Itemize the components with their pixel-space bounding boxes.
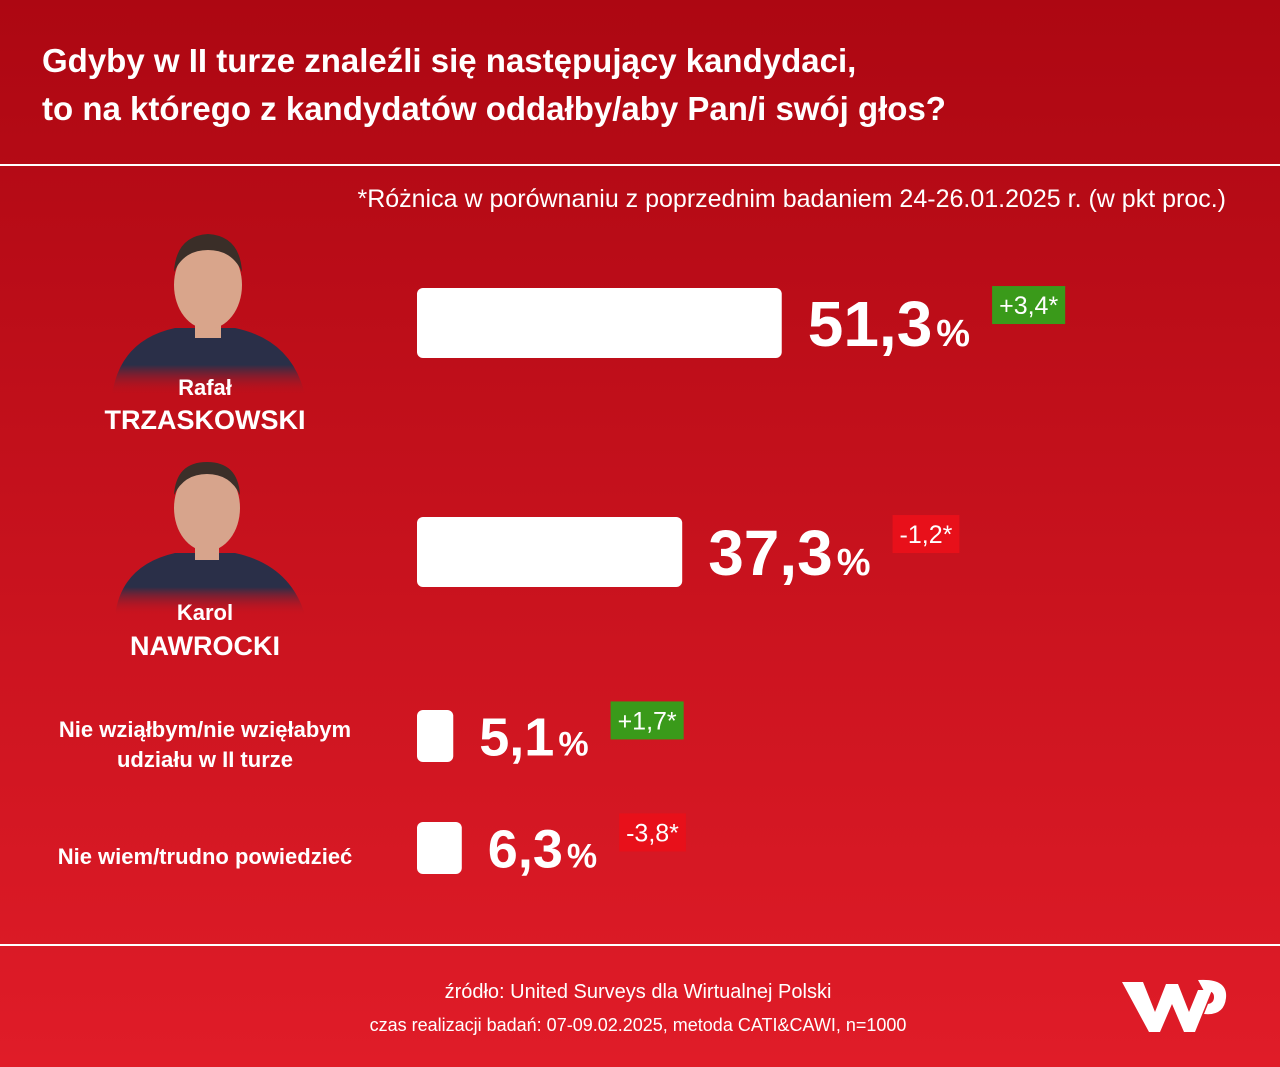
change-badge <box>892 515 960 554</box>
category-label: udziału w II turze <box>117 747 293 772</box>
title-line: to na którego z kandydatów oddałby/aby P… <box>42 90 946 127</box>
unit-label: % <box>558 725 588 763</box>
unit-label: % <box>936 313 970 355</box>
value-label: 5,1 <box>479 707 554 767</box>
source: źródło: United Surveys dla Wirtualnej Po… <box>445 981 832 1003</box>
value-label: 51,3 <box>808 288 933 360</box>
bar <box>417 288 782 358</box>
value-label: 6,3 <box>488 819 563 879</box>
category-label: TRZASKOWSKI <box>105 405 306 435</box>
bar <box>417 822 462 874</box>
unit-label: % <box>567 837 597 875</box>
change-badge <box>619 813 686 852</box>
change-badge <box>610 701 684 740</box>
category-label: Karol <box>177 600 233 625</box>
change-label: -3,8* <box>626 819 679 847</box>
portrait <box>115 462 305 615</box>
change-label: +1,7* <box>618 707 677 735</box>
category-label: Nie wziąłbym/nie wzięłabym <box>59 717 351 742</box>
portrait <box>112 234 305 395</box>
category-label: NAWROCKI <box>130 631 280 661</box>
category-label: Rafał <box>178 375 232 400</box>
logo <box>1122 979 1227 1032</box>
source: czas realizacji badań: 07-09.02.2025, me… <box>370 1015 907 1035</box>
bar <box>417 710 454 762</box>
change-label: +3,4* <box>999 292 1058 320</box>
change-badge <box>992 286 1066 325</box>
bar <box>417 517 683 587</box>
value-label: 37,3 <box>708 517 833 589</box>
category-label: Nie wiem/trudno powiedzieć <box>58 844 353 869</box>
note: *Różnica w porównaniu z poprzednim badan… <box>357 185 1226 213</box>
unit-label: % <box>837 542 871 584</box>
change-label: -1,2* <box>900 521 953 549</box>
title-line: Gdyby w II turze znaleźli się następując… <box>42 42 856 79</box>
